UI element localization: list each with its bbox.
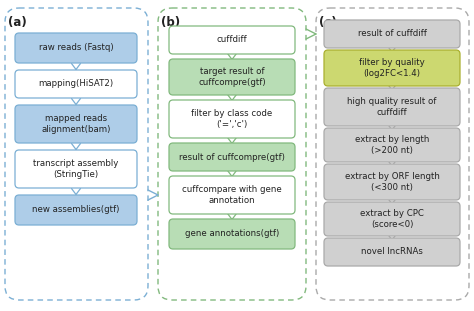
Text: cuffcompare with gene
annotation: cuffcompare with gene annotation bbox=[182, 185, 282, 205]
Text: mapping(HiSAT2): mapping(HiSAT2) bbox=[38, 80, 114, 89]
FancyBboxPatch shape bbox=[15, 105, 137, 143]
FancyBboxPatch shape bbox=[324, 164, 460, 200]
FancyBboxPatch shape bbox=[169, 26, 295, 54]
FancyBboxPatch shape bbox=[169, 219, 295, 249]
FancyBboxPatch shape bbox=[169, 100, 295, 138]
FancyBboxPatch shape bbox=[324, 20, 460, 48]
Text: (b): (b) bbox=[161, 16, 180, 29]
Text: result of cuffdiff: result of cuffdiff bbox=[357, 30, 427, 39]
Text: high quality result of
cuffdiff: high quality result of cuffdiff bbox=[347, 97, 437, 117]
FancyBboxPatch shape bbox=[15, 195, 137, 225]
FancyBboxPatch shape bbox=[324, 202, 460, 236]
FancyBboxPatch shape bbox=[15, 33, 137, 63]
FancyBboxPatch shape bbox=[169, 176, 295, 214]
Text: target result of
cuffcompre(gtf): target result of cuffcompre(gtf) bbox=[198, 67, 266, 87]
Text: extract by CPC
(score<0): extract by CPC (score<0) bbox=[360, 209, 424, 229]
Text: gene annotations(gtf): gene annotations(gtf) bbox=[185, 230, 279, 239]
Text: novel lncRNAs: novel lncRNAs bbox=[361, 248, 423, 257]
Text: extract by ORF length
(<300 nt): extract by ORF length (<300 nt) bbox=[345, 172, 439, 192]
FancyBboxPatch shape bbox=[324, 88, 460, 126]
FancyBboxPatch shape bbox=[324, 238, 460, 266]
Text: mapped reads
alignment(bam): mapped reads alignment(bam) bbox=[41, 114, 111, 134]
Text: (a): (a) bbox=[8, 16, 27, 29]
FancyBboxPatch shape bbox=[15, 150, 137, 188]
Text: transcript assembly
(StringTie): transcript assembly (StringTie) bbox=[33, 159, 118, 179]
Text: (c): (c) bbox=[319, 16, 337, 29]
Text: raw reads (Fastq): raw reads (Fastq) bbox=[39, 44, 113, 53]
Text: result of cuffcompre(gtf): result of cuffcompre(gtf) bbox=[179, 152, 285, 161]
Text: filter by class code
('=','c'): filter by class code ('=','c') bbox=[191, 109, 273, 129]
Text: cuffdiff: cuffdiff bbox=[217, 35, 247, 44]
Text: extract by length
(>200 nt): extract by length (>200 nt) bbox=[355, 135, 429, 155]
FancyBboxPatch shape bbox=[15, 70, 137, 98]
FancyBboxPatch shape bbox=[324, 50, 460, 86]
FancyBboxPatch shape bbox=[324, 128, 460, 162]
Text: filter by quality
(log2FC<1.4): filter by quality (log2FC<1.4) bbox=[359, 58, 425, 78]
FancyBboxPatch shape bbox=[169, 59, 295, 95]
Text: new assemblies(gtf): new assemblies(gtf) bbox=[32, 206, 120, 215]
FancyBboxPatch shape bbox=[169, 143, 295, 171]
